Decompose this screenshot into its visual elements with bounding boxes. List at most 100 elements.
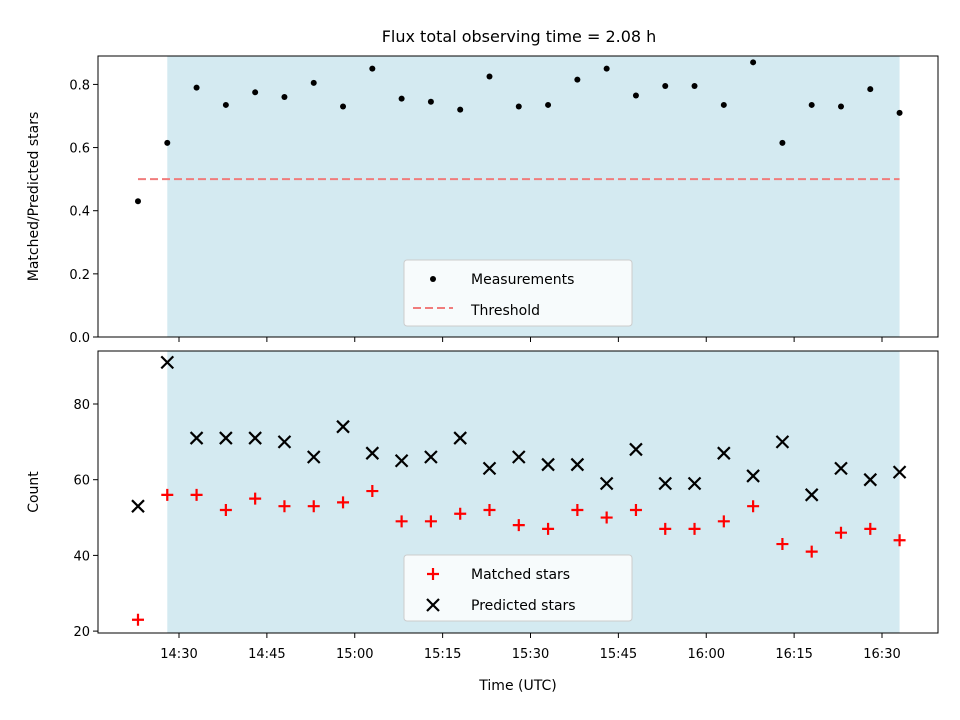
predicted-stars-point	[892, 465, 907, 479]
y-tick-label: 0.6	[69, 142, 90, 157]
predicted-stars-point	[804, 488, 819, 502]
y-tick-label: 0.8	[69, 78, 90, 93]
measurement-point	[867, 86, 874, 93]
legend-label: Measurements	[471, 272, 574, 288]
y-tick-label: 20	[73, 625, 90, 640]
measurement-point	[164, 139, 171, 146]
y-axis-label: Count	[26, 471, 42, 513]
predicted-stars-point	[629, 442, 643, 457]
y-tick-label: 0.4	[69, 205, 90, 220]
matched-stars-point	[512, 519, 525, 532]
y-tick-label: 80	[73, 398, 90, 413]
measurement-point	[222, 101, 229, 108]
measurement-point	[310, 79, 317, 86]
x-tick-label: 16:00	[688, 647, 725, 662]
y-tick-label: 60	[73, 474, 90, 489]
x-tick-label: 15:15	[424, 647, 461, 662]
predicted-stars-point	[365, 446, 380, 460]
predicted-stars-point	[131, 499, 145, 513]
y-tick-label: 40	[73, 549, 90, 564]
measurement-point	[398, 95, 405, 102]
predicted-stars-point	[306, 450, 321, 464]
legend-label: Matched stars	[471, 567, 570, 583]
matched-stars-point	[864, 522, 877, 535]
measurement-point	[720, 101, 727, 108]
matched-stars-point	[395, 515, 408, 528]
legend-label: Predicted stars	[471, 598, 576, 614]
matched-stars-point	[776, 538, 789, 551]
matched-stars-point	[161, 488, 174, 501]
matched-stars-point	[190, 488, 203, 501]
predicted-stars-point	[512, 450, 526, 464]
matched-stars-point	[805, 545, 818, 558]
figure-title: Flux total observing time = 2.08 h	[382, 27, 657, 46]
predicted-stars-point	[687, 476, 702, 491]
predicted-stars-point	[834, 461, 848, 476]
bottom-plot: 20 40 60 80 14:30 14:45 15:00 15:15 15:30 15:45 16…	[26, 350, 939, 694]
matched-stars-point	[717, 515, 730, 528]
matched-stars-point	[278, 500, 291, 513]
predicted-stars-point	[277, 435, 292, 449]
x-tick-label: 15:45	[600, 647, 637, 662]
measurement-point	[574, 76, 581, 83]
predicted-stars-point	[775, 435, 790, 449]
matched-stars-point	[688, 522, 701, 535]
x-axis-label: Time (UTC)	[478, 678, 556, 694]
legend: Matched stars Predicted stars	[403, 554, 633, 622]
predicted-stars-point	[717, 446, 731, 460]
measurement-point	[515, 103, 522, 110]
measurement-point	[662, 82, 669, 89]
measurement-point	[808, 101, 815, 108]
matched-stars-point	[366, 485, 379, 498]
measurement-point	[427, 98, 434, 105]
measurement-point	[252, 89, 259, 96]
legend-marker-plus	[427, 568, 439, 580]
y-tick-label: 0.2	[69, 268, 90, 283]
predicted-stars-point	[248, 431, 262, 445]
legend-marker-dot	[430, 276, 436, 282]
predicted-stars-point	[541, 457, 555, 472]
measurement-point	[545, 101, 552, 108]
matched-stars-point	[337, 496, 350, 509]
y-axis-label: Matched/Predicted stars	[26, 112, 42, 282]
legend: Measurements Threshold	[403, 259, 633, 327]
x-tick-label: 16:30	[863, 647, 900, 662]
legend-box	[403, 554, 633, 622]
measurement-point	[281, 94, 288, 101]
matched-stars-point	[542, 522, 555, 535]
measurement-point	[691, 82, 698, 89]
legend-marker-x	[426, 598, 440, 612]
predicted-stars-point	[336, 419, 350, 434]
matched-stars-point	[747, 500, 760, 513]
x-tick-label: 15:30	[512, 647, 549, 662]
matched-stars-point	[424, 515, 437, 528]
predicted-stars-point	[570, 457, 585, 472]
measurement-point	[369, 65, 376, 72]
x-tick-label: 14:30	[160, 647, 197, 662]
x-tick-label: 16:15	[775, 647, 812, 662]
axes-frame	[97, 55, 939, 338]
predicted-stars-point	[394, 453, 409, 468]
measurement-point	[193, 84, 200, 91]
legend-box	[403, 259, 633, 327]
matched-stars-point	[600, 511, 613, 524]
matched-stars-point	[131, 613, 144, 626]
matched-stars-point	[454, 507, 467, 520]
predicted-stars-point	[746, 469, 760, 483]
measurement-point	[457, 106, 464, 113]
matched-stars-point	[834, 526, 847, 539]
measurement-point	[486, 73, 493, 80]
predicted-stars-point	[482, 461, 497, 476]
matched-stars-point	[659, 522, 672, 535]
top-plot: 0.0 0.2 0.4 0.6 0.8 Matched/Predicted stars Me…	[26, 55, 939, 346]
predicted-stars-point	[863, 472, 878, 487]
matched-stars-point	[307, 500, 320, 513]
matched-stars-point	[249, 492, 262, 505]
x-tick-label: 14:45	[248, 647, 285, 662]
predicted-stars-point	[453, 431, 467, 445]
predicted-stars-point	[219, 431, 233, 445]
predicted-stars-point	[599, 476, 614, 491]
matched-stars-point	[219, 503, 232, 516]
axes-frame	[97, 350, 939, 634]
matched-stars-point	[483, 503, 496, 516]
